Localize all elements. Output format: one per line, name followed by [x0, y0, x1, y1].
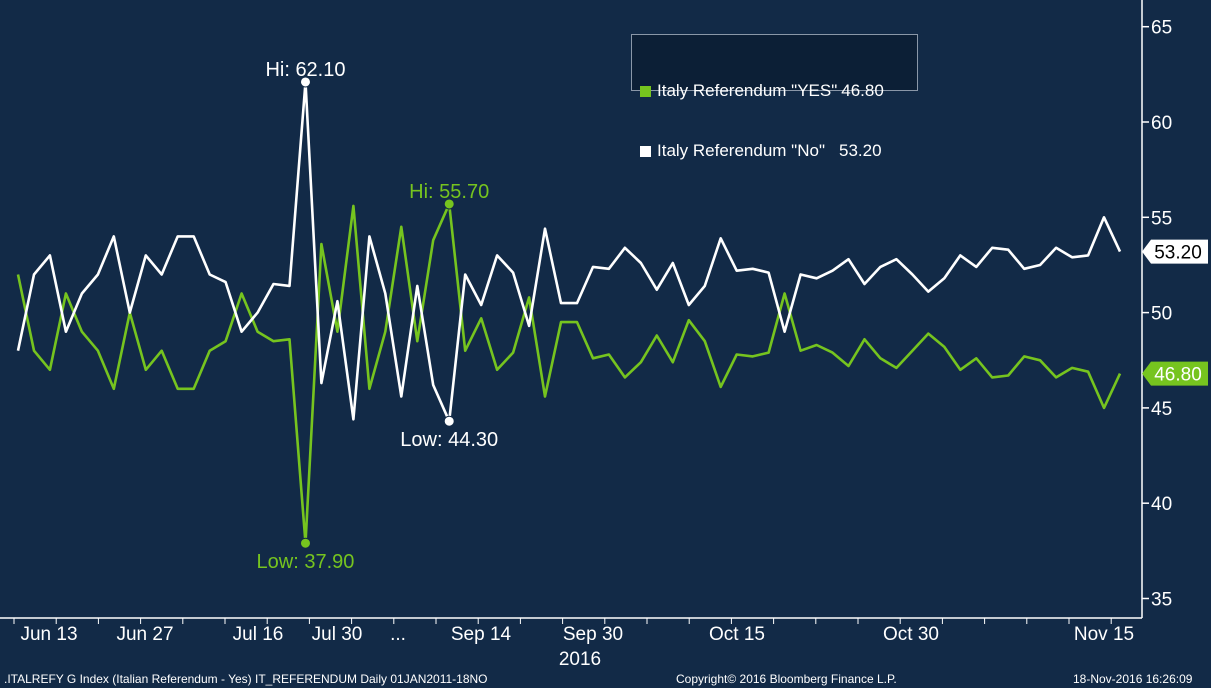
- x-tick-label: Jul 30: [312, 624, 363, 645]
- x-tick-label: Nov 15: [1074, 624, 1134, 645]
- low-marker-yes: [299, 537, 311, 549]
- x-tick-label: Jul 16: [233, 624, 284, 645]
- legend-swatch-no: [640, 145, 651, 157]
- legend-label-yes: Italy Referendum "YES": [657, 81, 838, 100]
- x-year-label: 2016: [559, 649, 601, 670]
- high-label-yes: Hi: 55.70: [409, 181, 489, 203]
- last-value-label-yes: 46.80: [1154, 365, 1202, 386]
- series-line-yes: [16, 202, 1122, 545]
- y-tick-label: 65: [1151, 18, 1172, 39]
- legend-item-yes: Italy Referendum "YES" 46.80: [640, 81, 917, 101]
- last-value-tag-yes: [1142, 361, 1208, 386]
- high-label-no: Hi: 62.10: [265, 59, 345, 81]
- footer-copyright: Copyright© 2016 Bloomberg Finance L.P.: [676, 672, 897, 686]
- legend-label-no: Italy Referendum "No": [657, 141, 825, 160]
- y-tick-label: 55: [1151, 208, 1172, 229]
- y-tick-label: 60: [1151, 113, 1172, 134]
- chart-legend: Italy Referendum "YES" 46.80 Italy Refer…: [631, 34, 918, 160]
- x-tick-label: Oct 30: [883, 624, 939, 645]
- legend-value-no: 53.20: [838, 141, 882, 160]
- footer-index-info: .ITALREFY G Index (Italian Referendum - …: [4, 672, 488, 686]
- x-tick-label: Sep 14: [451, 624, 512, 645]
- low-label-yes: Low: 37.90: [257, 551, 355, 573]
- high-marker-no: [299, 76, 311, 88]
- low-marker-no: [443, 415, 455, 427]
- last-value-tag-no: [1142, 239, 1208, 264]
- high-marker-yes: [443, 198, 455, 210]
- low-label-no: Low: 44.30: [400, 429, 498, 451]
- x-tick-label: Oct 15: [709, 624, 765, 645]
- y-tick-label: 50: [1151, 304, 1172, 325]
- last-value-label-no: 53.20: [1154, 243, 1202, 264]
- legend-item-no: Italy Referendum "No" 53.20: [640, 141, 917, 161]
- y-tick-label: 35: [1151, 590, 1172, 611]
- legend-swatch-yes: [640, 85, 651, 97]
- series-line-no: [16, 80, 1122, 423]
- x-tick-label: ...: [390, 624, 406, 645]
- legend-value-yes: 46.80: [841, 81, 884, 100]
- y-tick-label: 45: [1151, 399, 1172, 420]
- x-tick-label: Jun 27: [116, 624, 173, 645]
- x-tick-label: Sep 30: [563, 624, 623, 645]
- y-tick-label: 40: [1151, 494, 1172, 515]
- footer-timestamp: 18-Nov-2016 16:26:09: [1073, 672, 1193, 686]
- x-tick-label: Jun 13: [20, 624, 77, 645]
